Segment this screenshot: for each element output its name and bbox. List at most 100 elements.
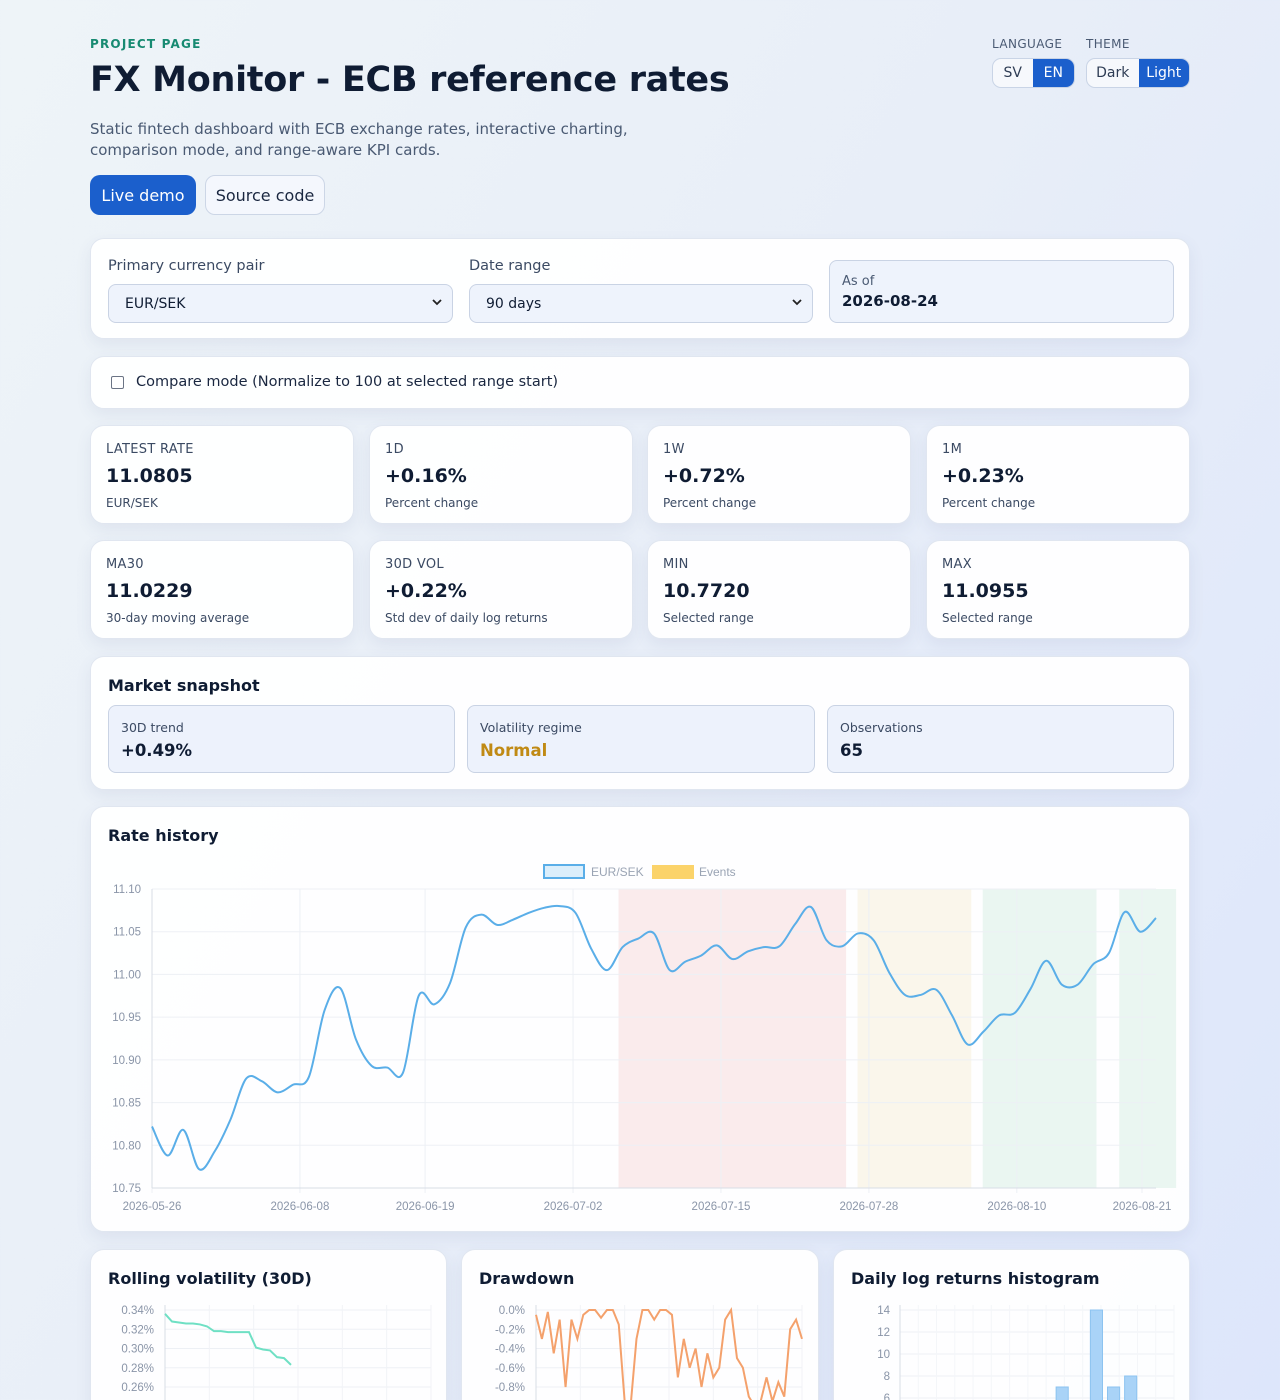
kpi-label: 1M [942, 442, 963, 457]
page-eyebrow: PROJECT PAGE [90, 37, 202, 51]
kpi-sub: Selected range [942, 611, 1033, 625]
kpi-label: LATEST RATE [106, 442, 194, 457]
x-tick-label: 2026-07-02 [544, 1201, 603, 1213]
legend-swatch-events [652, 865, 694, 879]
x-tick-label: 2026-06-08 [271, 1201, 330, 1213]
histogram-bar [1055, 1386, 1069, 1400]
y-tick-label: 0.26% [121, 1382, 154, 1394]
histogram-bar [1107, 1386, 1121, 1400]
x-tick-label: 2026-08-21 [1113, 1201, 1172, 1213]
theme-option-light[interactable]: Light [1138, 59, 1189, 87]
kpi-sub: Std dev of daily log returns [385, 611, 548, 625]
kpi-value: +0.72% [663, 465, 745, 487]
snapshot-observations: Observations 65 [827, 705, 1174, 773]
compare-card: Compare mode (Normalize to 100 at select… [90, 356, 1190, 409]
compare-checkbox[interactable] [111, 376, 124, 389]
snapshot-trend: 30D trend +0.49% [108, 705, 455, 773]
y-tick-label: 10.95 [112, 1012, 141, 1024]
snapshot-label: Observations [840, 720, 923, 735]
event-band [982, 889, 1097, 1188]
controls-card: Primary currency pair EUR/SEK Date range… [90, 238, 1190, 339]
source-code-button[interactable]: Source code [205, 175, 325, 215]
snapshot-value: Normal [480, 741, 548, 760]
language-option-sv[interactable]: SV [1003, 65, 1022, 81]
as-of-label: As of [842, 274, 875, 289]
rate-history-card: Rate history 11.10 11.05 11.00 10.95 10.90 10… [90, 806, 1190, 1232]
drawdown-card: Drawdown 0.0% -0.2% -0.4% -0.6% -0.8% [461, 1249, 819, 1400]
theme-option-dark[interactable]: Dark [1096, 65, 1130, 81]
x-tick-label: 2026-05-26 [123, 1201, 182, 1213]
event-band [618, 889, 847, 1188]
y-tick-label: 11.05 [113, 927, 141, 939]
kpi-card: MA30 11.0229 30-day moving average [90, 540, 354, 639]
x-tick-label: 2026-06-19 [396, 1201, 455, 1213]
rate-history-chart[interactable]: 11.10 11.05 11.00 10.95 10.90 10.85 10.80 10.75… [91, 807, 1191, 1233]
snapshot-value: 65 [840, 741, 863, 760]
pair-select-value: EUR/SEK [125, 295, 186, 312]
as-of-value: 2026-08-24 [842, 292, 938, 310]
chart-title: Rolling volatility (30D) [108, 1269, 312, 1288]
drawdown-chart[interactable]: 0.0% -0.2% -0.4% -0.6% -0.8% [462, 1250, 820, 1400]
language-toggle: SV EN [992, 58, 1075, 88]
snapshot-label: 30D trend [121, 720, 184, 735]
kpi-label: 30D VOL [385, 557, 444, 572]
kpi-sub: EUR/SEK [106, 496, 158, 510]
y-tick-label: 14 [877, 1305, 890, 1317]
kpi-value: 11.0955 [942, 580, 1029, 602]
series-line [535, 1307, 803, 1400]
y-tick-label: -0.2% [495, 1324, 525, 1336]
y-tick-label: 11.00 [113, 969, 141, 981]
language-label: LANGUAGE [992, 37, 1063, 51]
y-tick-label: 10.85 [112, 1098, 141, 1110]
rolling-volatility-chart[interactable]: 0.34% 0.32% 0.30% 0.28% 0.26% [91, 1250, 448, 1400]
compare-label[interactable]: Compare mode (Normalize to 100 at select… [136, 374, 559, 390]
range-select[interactable]: 90 days [469, 284, 813, 323]
y-tick-label: 6 [884, 1393, 890, 1400]
kpi-card: LATEST RATE 11.0805 EUR/SEK [90, 425, 354, 524]
y-tick-label: -0.8% [495, 1382, 525, 1394]
kpi-label: 1W [663, 442, 685, 457]
series-line [164, 1313, 292, 1366]
theme-toggle: Dark Light [1086, 58, 1190, 88]
pair-label: Primary currency pair [108, 258, 265, 274]
histogram-bar [1124, 1375, 1138, 1400]
x-tick-label: 2026-07-28 [839, 1201, 898, 1213]
y-tick-label: 10.75 [112, 1183, 141, 1195]
live-demo-button[interactable]: Live demo [90, 175, 196, 215]
kpi-sub: Selected range [663, 611, 754, 625]
y-tick-label: 10 [877, 1349, 890, 1361]
snapshot-title: Market snapshot [108, 676, 260, 695]
kpi-sub: Percent change [385, 496, 479, 510]
snapshot-card: Market snapshot 30D trend +0.49% Volatil… [90, 656, 1190, 790]
kpi-label: MA30 [106, 557, 144, 572]
as-of-box: As of 2026-08-24 [829, 260, 1174, 323]
event-band [857, 889, 972, 1188]
kpi-value: 11.0805 [106, 465, 193, 487]
kpi-sub: 30-day moving average [106, 611, 250, 625]
kpi-card: 1W +0.72% Percent change [647, 425, 911, 524]
y-tick-label: 11.10 [113, 884, 141, 896]
kpi-sub: Percent change [663, 496, 757, 510]
volatility-card: Rolling volatility (30D) 0.34% 0.32% 0.30%… [90, 1249, 447, 1400]
kpi-card: MAX 11.0955 Selected range [926, 540, 1190, 639]
y-tick-label: 0.28% [121, 1363, 154, 1375]
chevron-down-icon [792, 299, 802, 306]
page-title: FX Monitor - ECB reference rates [90, 60, 730, 100]
y-tick-label: -0.4% [495, 1344, 525, 1356]
y-tick-label: 0.34% [121, 1305, 154, 1317]
y-tick-label: -0.6% [495, 1363, 525, 1375]
returns-histogram-chart[interactable]: 14 12 10 8 6 [834, 1250, 1191, 1400]
kpi-card: MIN 10.7720 Selected range [647, 540, 911, 639]
kpi-label: 1D [385, 442, 404, 457]
language-option-en[interactable]: EN [1032, 59, 1074, 87]
y-tick-label: 0.32% [121, 1324, 154, 1336]
range-select-value: 90 days [486, 295, 542, 312]
pair-select[interactable]: EUR/SEK [108, 284, 453, 323]
kpi-value: 10.7720 [663, 580, 750, 602]
x-tick-label: 2026-07-15 [692, 1201, 751, 1213]
histogram-card: Daily log returns histogram 14 12 10 8 6 [833, 1249, 1190, 1400]
snapshot-value: +0.49% [121, 741, 193, 760]
y-tick-label: 10.80 [112, 1140, 141, 1152]
page-description: Static fintech dashboard with ECB exchan… [90, 120, 628, 159]
series-line-eur-sek [151, 904, 1157, 1171]
